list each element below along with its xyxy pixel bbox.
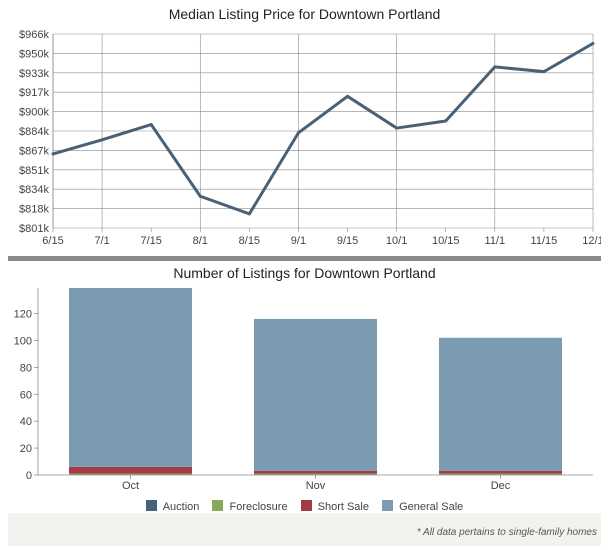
- price-y-tick-label: $966k: [19, 29, 49, 41]
- price-data-point: [296, 131, 300, 135]
- legend-swatch-general-sale: [382, 500, 394, 511]
- bar-segment-short-sale: [68, 466, 193, 474]
- bar-segment-foreclosure: [253, 473, 378, 475]
- price-x-tick-label: 6/15: [42, 235, 63, 247]
- price-x-tick-label: 7/15: [140, 235, 161, 247]
- price-y-tick-label: $933k: [19, 68, 49, 80]
- price-data-point: [591, 41, 595, 45]
- panel-divider: [8, 256, 601, 261]
- footnote: * All data pertains to single-family hom…: [416, 527, 597, 538]
- price-data-point: [542, 70, 546, 74]
- listings-y-tick-label: 120: [14, 309, 32, 321]
- price-y-tick-label: $884k: [19, 126, 49, 138]
- report-frame: Median Listing Price for Downtown Portla…: [8, 0, 604, 546]
- price-data-point: [51, 152, 55, 156]
- price-y-tick-label: $917k: [19, 87, 49, 99]
- price-x-tick-label: 11/15: [531, 235, 558, 247]
- legend-item-auction[interactable]: Auction: [145, 500, 200, 513]
- listings-bar-chart: 0 20 40 60 80 100 120 Oct Nov Dec: [14, 288, 593, 492]
- listings-y-tick-label: 20: [20, 443, 32, 455]
- bar-segment-foreclosure: [438, 473, 563, 475]
- price-data-point: [247, 212, 251, 216]
- price-chart-panel: Median Listing Price for Downtown Portla…: [8, 0, 604, 256]
- price-data-point: [198, 194, 202, 198]
- listings-y-tick-label: 100: [14, 335, 32, 347]
- price-y-tick-label: $818k: [19, 204, 49, 216]
- price-series-line: [52, 42, 594, 216]
- bar-segment-general-sale: [253, 318, 378, 471]
- listings-y-tick-label: 0: [26, 470, 32, 482]
- price-x-tick-label: 10/1: [386, 235, 407, 247]
- price-y-tick-label: $801k: [19, 223, 49, 235]
- listings-x-tick-label: Dec: [491, 480, 511, 492]
- legend-label-auction: Auction: [162, 501, 200, 513]
- price-y-tick-label: $950k: [19, 48, 49, 60]
- price-x-tick-label: 10/15: [432, 235, 460, 247]
- legend-label-short-sale: Short Sale: [317, 501, 369, 513]
- price-x-tick-label: 11/1: [485, 235, 506, 247]
- price-data-point: [346, 94, 350, 98]
- price-x-tick-label: 12/1: [582, 235, 601, 247]
- legend-item-general-sale[interactable]: General Sale: [382, 500, 463, 513]
- price-x-tick-label: 9/1: [291, 235, 306, 247]
- legend-label-foreclosure: Foreclosure: [229, 501, 288, 513]
- listings-x-tick-label: Oct: [122, 480, 139, 492]
- listings-chart-panel: Number of Listings for Downtown Portland…: [8, 261, 601, 513]
- price-x-tick-label: 8/1: [193, 235, 208, 247]
- bar-segment-foreclosure: [68, 473, 193, 475]
- listings-x-tick-label: Nov: [306, 480, 326, 492]
- legend-label-general-sale: General Sale: [399, 501, 464, 513]
- price-chart-title: Median Listing Price for Downtown Portla…: [168, 6, 441, 22]
- bar-segment-general-sale: [68, 288, 193, 467]
- price-y-tick-label: $867k: [19, 145, 49, 157]
- price-line-chart: $801k $818k $834k $851k $867k $884k $900k $917k…: [19, 29, 604, 247]
- bar-segment-short-sale: [253, 470, 378, 474]
- chart-legend: Auction Foreclosure Short Sale General S…: [8, 500, 601, 513]
- legend-item-short-sale[interactable]: Short Sale: [300, 500, 369, 513]
- legend-swatch-short-sale: [300, 500, 312, 511]
- legend-item-foreclosure[interactable]: Foreclosure: [212, 500, 288, 513]
- legend-swatch-foreclosure: [212, 500, 224, 511]
- listings-y-tick-label: 40: [20, 416, 32, 428]
- price-x-tick-label: 8/15: [239, 235, 260, 247]
- price-data-point: [395, 126, 399, 130]
- bar-segment-general-sale: [438, 337, 563, 471]
- listings-y-tick-label: 60: [20, 389, 32, 401]
- legend-swatch-auction: [145, 500, 157, 511]
- listings-chart-title: Number of Listings for Downtown Portland: [173, 265, 436, 281]
- bar-segment-short-sale: [438, 470, 563, 474]
- price-data-point: [149, 123, 153, 127]
- price-y-tick-label: $834k: [19, 184, 49, 196]
- price-x-tick-label: 9/15: [337, 235, 358, 247]
- price-y-tick-label: $851k: [19, 165, 49, 177]
- price-y-tick-label: $900k: [19, 107, 49, 119]
- price-data-point: [444, 119, 448, 123]
- listings-y-tick-label: 80: [20, 362, 32, 374]
- price-data-point: [100, 138, 104, 142]
- price-data-point: [493, 65, 497, 69]
- price-x-tick-label: 7/1: [94, 235, 109, 247]
